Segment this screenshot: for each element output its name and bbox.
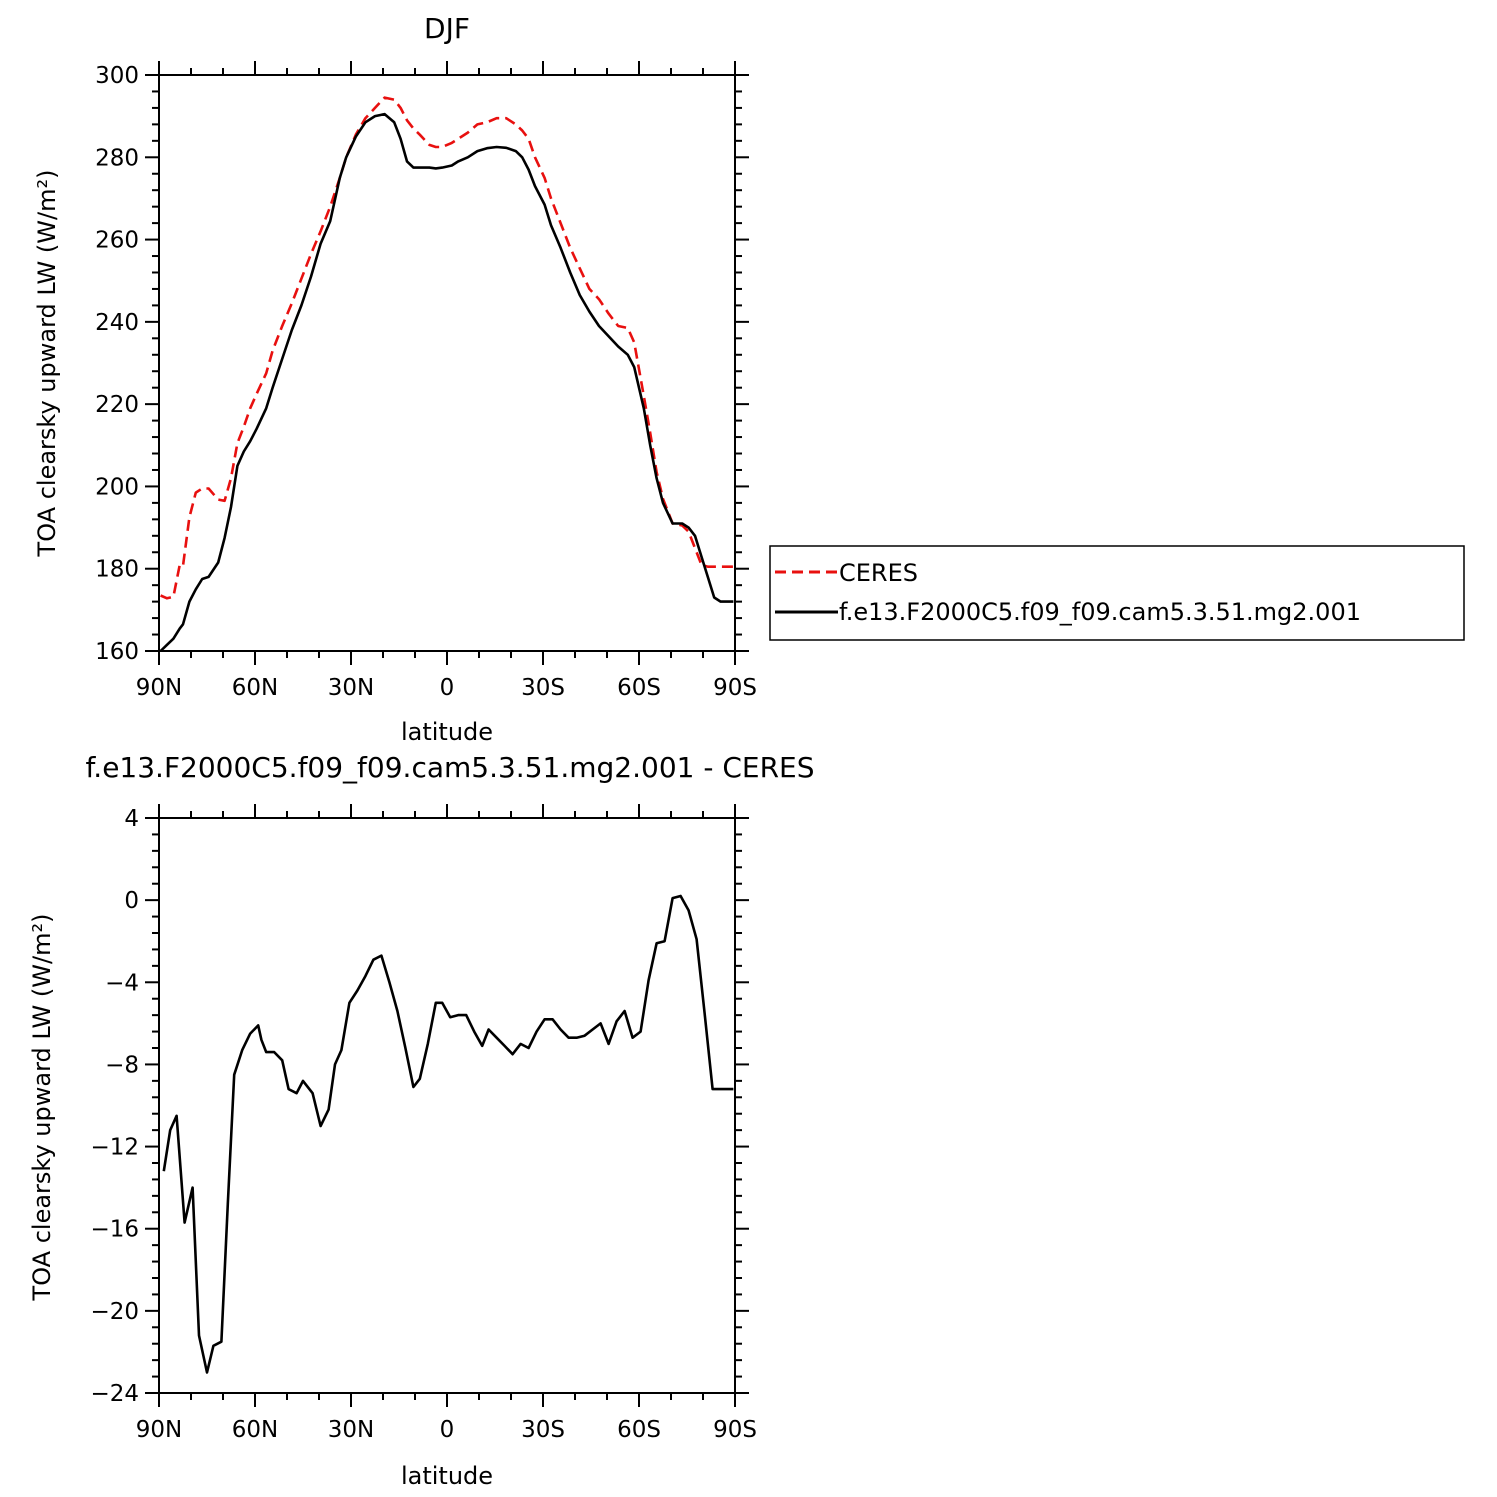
top-x-tick-label: 60N [232,675,278,701]
bottom-y-tick-label: −4 [105,970,139,996]
top-x-tick-label: 0 [440,675,455,701]
top-y-tick-label: 200 [95,474,139,500]
bottom-series-line-difference [162,894,734,1374]
bottom-x-tick-label: 60S [617,1417,661,1443]
bottom-x-tick-label: 30N [328,1417,374,1443]
bottom-x-tick-label: 60N [232,1417,278,1443]
top-panel-djf: DJF 160 180 200 220 240 260 280 300 90N 60N 30N 0 30… [33,12,757,746]
bottom-x-tick-label: 30S [521,1417,565,1443]
top-plot-area: 160 180 200 220 240 260 280 300 90N 60N 30N 0 30S 60S… [95,61,757,701]
legend-label-model: f.e13.F2000C5.f09_f09.cam5.3.51.mg2.001 [839,598,1361,626]
top-series-line-model [159,112,734,652]
top-x-axis-label: latitude [401,718,493,746]
bottom-y-axis-label: TOA clearsky upward LW (W/m²) [28,914,56,1302]
legend-box [769,545,1465,641]
bottom-x-tick-label: 90N [136,1417,182,1443]
bottom-panel-difference: f.e13.F2000C5.f09_f09.cam5.3.51.mg2.001 … [28,751,815,1490]
top-series-line-ceres [160,96,734,600]
legend-label-ceres: CERES [839,559,918,587]
bottom-y-tick-label: 4 [124,806,139,832]
top-x-tick-label: 90N [136,675,182,701]
top-y-tick-label: 160 [95,639,139,665]
top-x-tick-label: 90S [713,675,757,701]
bottom-plot-frame [158,817,736,1394]
top-y-tick-label: 240 [95,310,139,336]
bottom-chart-title: f.e13.F2000C5.f09_f09.cam5.3.51.mg2.001 … [85,751,814,784]
bottom-y-tick-label: −12 [90,1135,139,1161]
top-x-tick-label: 30N [328,675,374,701]
bottom-y-tick-label: −20 [90,1299,139,1325]
top-x-tick-label: 30S [521,675,565,701]
top-y-tick-label: 180 [95,557,139,583]
top-x-tick-label: 60S [617,675,661,701]
top-chart-title: DJF [424,12,470,45]
bottom-x-tick-label: 90S [713,1417,757,1443]
top-plot-frame [158,74,736,652]
top-y-tick-label: 220 [95,392,139,418]
top-y-tick-label: 300 [95,63,139,89]
top-y-axis-label: TOA clearsky upward LW (W/m²) [33,170,61,558]
top-y-tick-label: 260 [95,228,139,254]
top-y-tick-label: 280 [95,145,139,171]
bottom-x-axis-label: latitude [401,1462,493,1490]
bottom-plot-area: −24 −20 −16 −12 −8 −4 0 4 90N 60N 30N 0 30S 60S 90S [90,804,757,1443]
bottom-y-tick-label: 0 [124,888,139,914]
legend: CERES f.e13.F2000C5.f09_f09.cam5.3.51.mg… [769,545,1465,641]
bottom-x-tick-label: 0 [440,1417,455,1443]
bottom-y-tick-label: −16 [90,1217,139,1243]
bottom-y-tick-label: −8 [105,1052,139,1078]
bottom-y-tick-label: −24 [90,1381,139,1407]
